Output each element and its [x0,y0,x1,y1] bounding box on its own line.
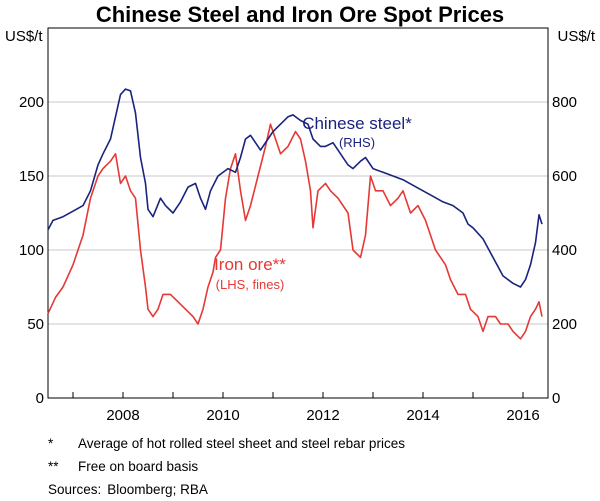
x-axis-tick-labels: 2008 2010 2012 2014 2016 [106,407,539,424]
footnote-2-symbol: ** [48,459,59,474]
x-tick-label: 2016 [506,407,539,424]
steel-series-label: Chinese steel* [302,114,412,133]
sources-line: Sources: Bloomberg; RBA [48,478,405,501]
left-tick-label: 50 [27,316,44,333]
ore-series-sublabel: (LHS, fines) [216,277,285,292]
plot-frame [47,27,549,399]
right-tick-label: 0 [552,390,560,407]
ore-series-label: Iron ore** [214,255,286,274]
chinese-steel-line [47,88,543,288]
footnote-1-text: Average of hot rolled steel sheet and st… [78,436,405,451]
right-tick-label: 200 [552,316,577,333]
x-tick-label: 2010 [206,407,239,424]
x-axis-ticks [72,392,524,398]
footnote-1-symbol: * [48,436,54,451]
left-tick-label: 0 [36,390,44,407]
chart-title: Chinese Steel and Iron Ore Spot Prices [96,2,504,27]
gridlines [48,101,548,325]
x-tick-label: 2014 [406,407,439,424]
sources-label: Sources: [48,482,102,497]
sources-text: Bloomberg; RBA [107,482,208,497]
footnotes: * Average of hot rolled steel sheet and … [48,432,405,501]
right-tick-label: 800 [552,94,577,111]
x-tick-label: 2012 [306,407,339,424]
left-axis-tick-labels: 0 50 100 150 200 [19,94,44,407]
footnote-1: * Average of hot rolled steel sheet and … [48,432,405,455]
right-axis-unit: US$/t [557,28,595,45]
chart: Chinese Steel and Iron Ore Spot Prices 0… [5,2,596,424]
left-tick-label: 100 [19,242,44,259]
footnote-2-text: Free on board basis [78,459,199,474]
left-axis-unit: US$/t [5,28,43,45]
right-tick-label: 600 [552,168,577,185]
steel-series-sublabel: (RHS) [339,135,375,150]
footnote-2: ** Free on board basis [48,455,405,478]
right-tick-label: 400 [552,242,577,259]
iron-ore-line [47,123,543,340]
right-axis-tick-labels: 0 200 400 600 800 [552,94,577,407]
x-tick-label: 2008 [106,407,139,424]
left-tick-label: 200 [19,94,44,111]
left-tick-label: 150 [19,168,44,185]
